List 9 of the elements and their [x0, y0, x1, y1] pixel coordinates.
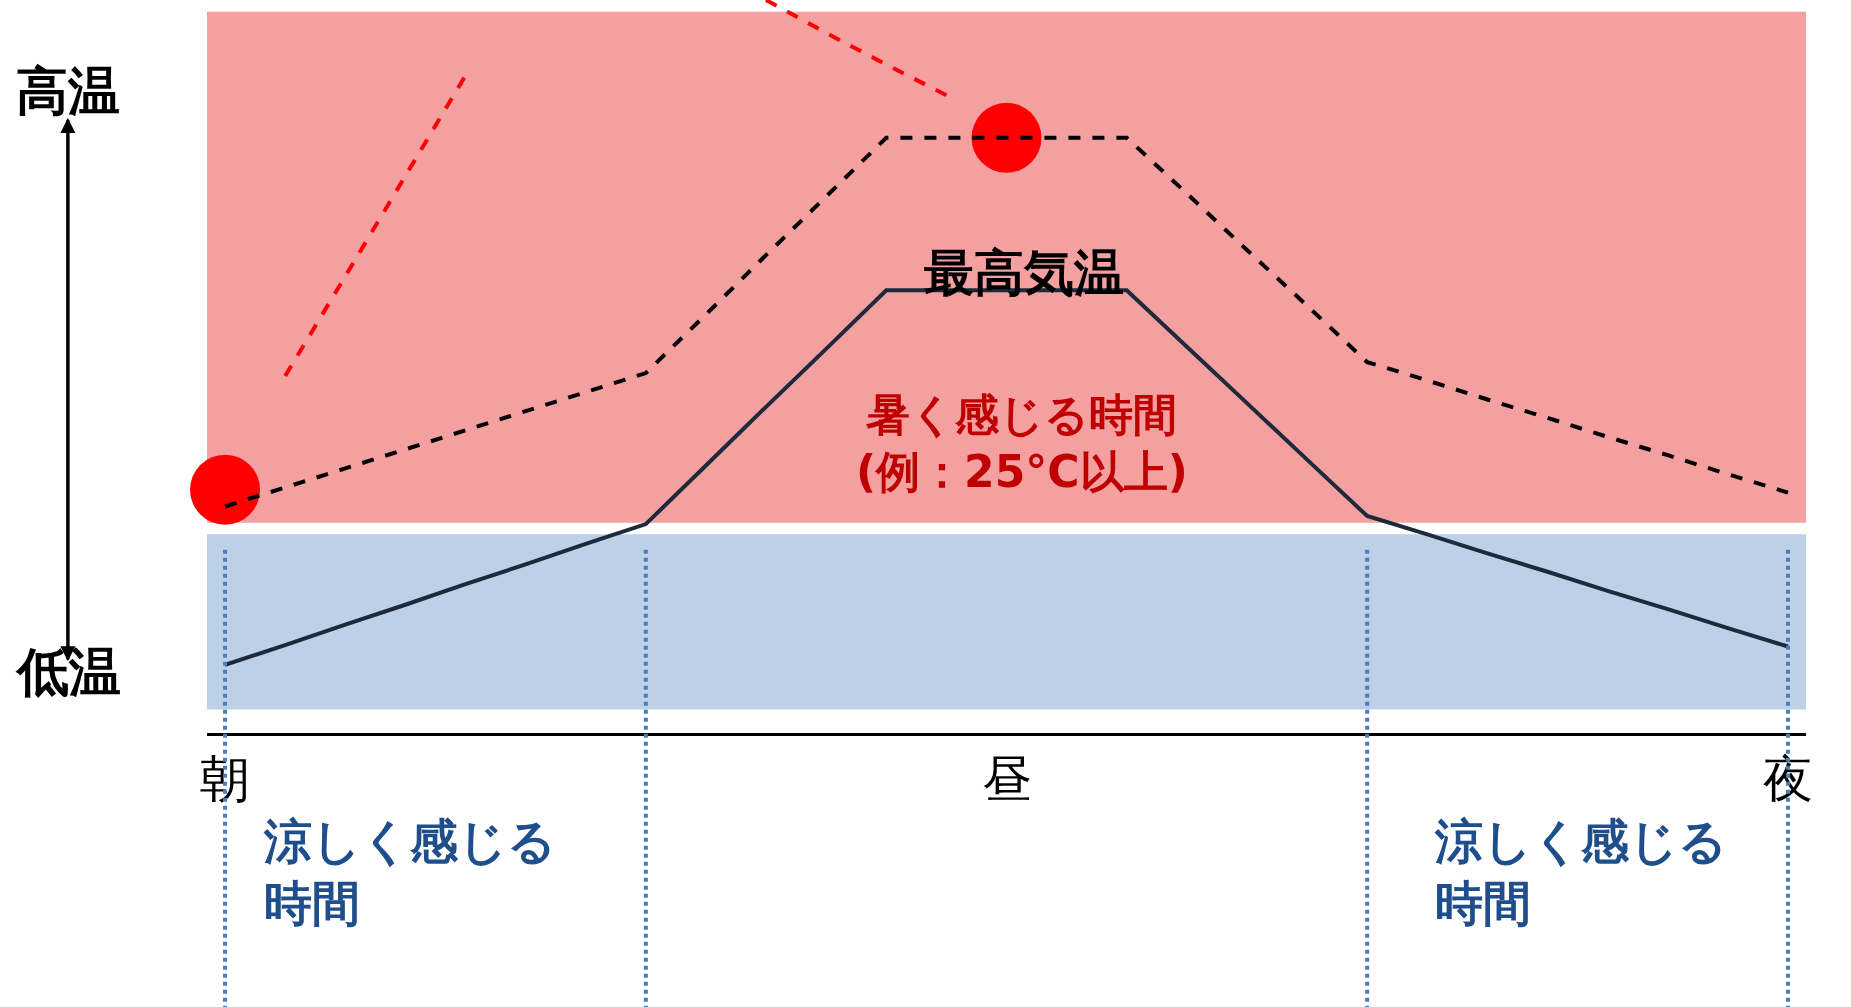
- text: 高温: [16, 61, 120, 121]
- x-tick-label: 昼: [981, 750, 1032, 808]
- text: 涼しく感じる時間: [1434, 813, 1727, 932]
- x-tick-label: 朝: [200, 750, 251, 808]
- text: 涼しく感じる時間: [263, 813, 556, 932]
- text: 低温: [15, 642, 121, 702]
- band-label: 暑く感じる時間(例：25°C以上): [856, 389, 1188, 498]
- x-tick-label: 夜: [1762, 750, 1813, 808]
- annotation: 最高気温: [924, 244, 1124, 302]
